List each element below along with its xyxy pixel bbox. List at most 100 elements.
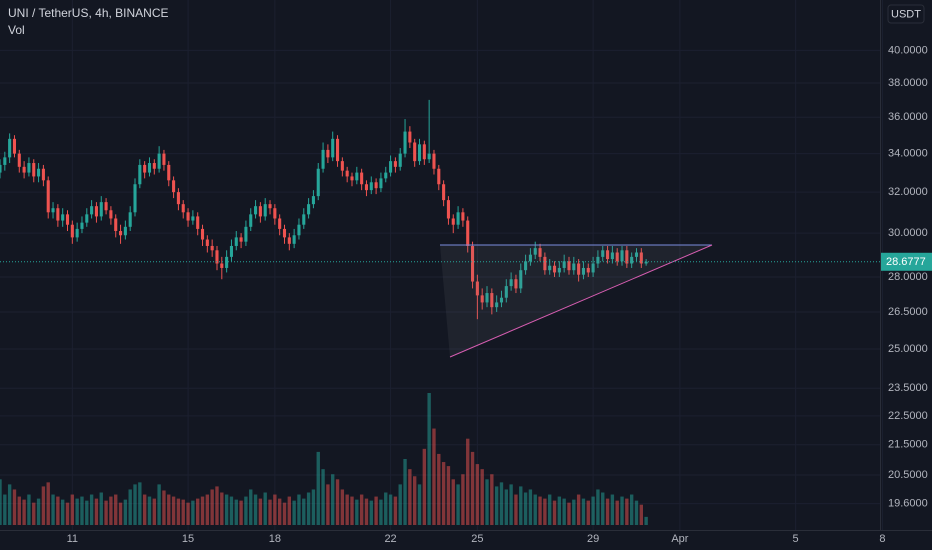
volume-bar (369, 500, 373, 525)
candle-body (610, 252, 614, 260)
candle-body (451, 218, 455, 225)
volume-bar (133, 484, 137, 525)
candle-body (220, 263, 224, 268)
candle-body (596, 256, 600, 264)
volume-bar (519, 486, 523, 525)
volume-bar (32, 502, 36, 525)
candle-body (123, 226, 127, 236)
volume-bar (596, 489, 600, 525)
candle-body (548, 265, 552, 271)
volume-bar (615, 500, 619, 525)
y-tick-label: 21.5000 (888, 439, 928, 451)
triangle-drawing (440, 244, 713, 358)
volume-bar (268, 499, 272, 525)
candle-body (355, 172, 359, 181)
y-tick-label: 20.5000 (888, 469, 928, 481)
candle-body (215, 250, 219, 264)
volume-bar (118, 502, 123, 525)
y-tick-label: 25.0000 (888, 343, 928, 355)
candle-body (601, 250, 605, 257)
chart-title: UNI / TetherUS, 4h, BINANCE (8, 6, 169, 20)
volume-bar (417, 484, 422, 525)
x-tick-label: 8 (879, 533, 885, 545)
candle-body (278, 218, 282, 229)
candle-body (374, 182, 378, 189)
candle-body (630, 256, 634, 264)
y-tick-label: 38.0000 (888, 77, 928, 89)
volume-bar (191, 500, 195, 525)
volume-bar (528, 489, 533, 525)
y-tick-label: 32.0000 (888, 186, 928, 198)
triangle-fill (440, 245, 712, 357)
candle-body (307, 204, 311, 215)
candle-body (403, 131, 407, 154)
candle-body (17, 153, 21, 167)
candle-body (413, 142, 417, 162)
candle-body (263, 204, 267, 217)
candle-body (321, 149, 325, 169)
last-price-tag (881, 252, 932, 271)
last-price-label: 28.6777 (886, 256, 926, 268)
candle-body (210, 245, 214, 251)
candle-body (287, 237, 291, 244)
plot-area (0, 99, 648, 525)
candle-body (56, 208, 60, 221)
candle-body (3, 157, 7, 165)
volume-bar (548, 494, 552, 525)
candle-body (398, 153, 402, 167)
candle-body (485, 293, 489, 303)
volume-bar (176, 498, 181, 525)
support-line (449, 244, 713, 358)
currency-label[interactable]: USDT (891, 8, 921, 20)
volume-bar (99, 492, 103, 525)
volume-bar (302, 498, 306, 525)
candle-body (32, 163, 36, 177)
volume-bar (282, 502, 287, 525)
volume-bar (499, 482, 504, 525)
volume-bar (215, 486, 219, 525)
volume-bar (321, 469, 325, 525)
volume-bar (572, 499, 576, 525)
candle-body (581, 267, 585, 275)
volume-bar (94, 498, 99, 525)
volume-bar (625, 498, 629, 525)
candle-body (538, 248, 542, 257)
volume-bar (157, 484, 161, 525)
candle-body (196, 216, 200, 229)
candle-body (234, 237, 238, 246)
volume-bar (374, 496, 378, 525)
candle-body (552, 265, 557, 273)
volume-bar (205, 494, 210, 525)
candle-body (456, 212, 460, 225)
candle-body (543, 256, 547, 271)
grid (0, 0, 883, 530)
candle-body (99, 202, 103, 217)
x-tick-label: 5 (793, 533, 799, 545)
volume-bar (432, 428, 436, 525)
candle-body (12, 138, 17, 154)
candle-body (65, 214, 70, 225)
volume-bar (128, 489, 132, 525)
candle-body (350, 176, 354, 181)
candle-body (138, 164, 142, 185)
candle-body (229, 245, 233, 257)
volume-bar (490, 474, 494, 525)
y-tick-label: 36.0000 (888, 111, 928, 123)
candle-body (475, 281, 479, 296)
candle-body (176, 192, 180, 205)
volume-bar (610, 494, 615, 525)
candle-body (326, 149, 330, 158)
volume-bar (220, 492, 224, 525)
candle-body (119, 231, 123, 236)
volume-bar (292, 500, 296, 525)
candle-body (446, 200, 450, 219)
x-tick-label: 25 (471, 533, 483, 545)
volume-bar (601, 492, 605, 525)
candle-body (615, 252, 619, 262)
volume-bar (273, 494, 277, 525)
currency-button[interactable] (887, 4, 925, 24)
candle-body (90, 206, 94, 215)
volume-bar (639, 504, 644, 525)
volume-bar (162, 490, 166, 525)
candle-body (162, 153, 166, 165)
